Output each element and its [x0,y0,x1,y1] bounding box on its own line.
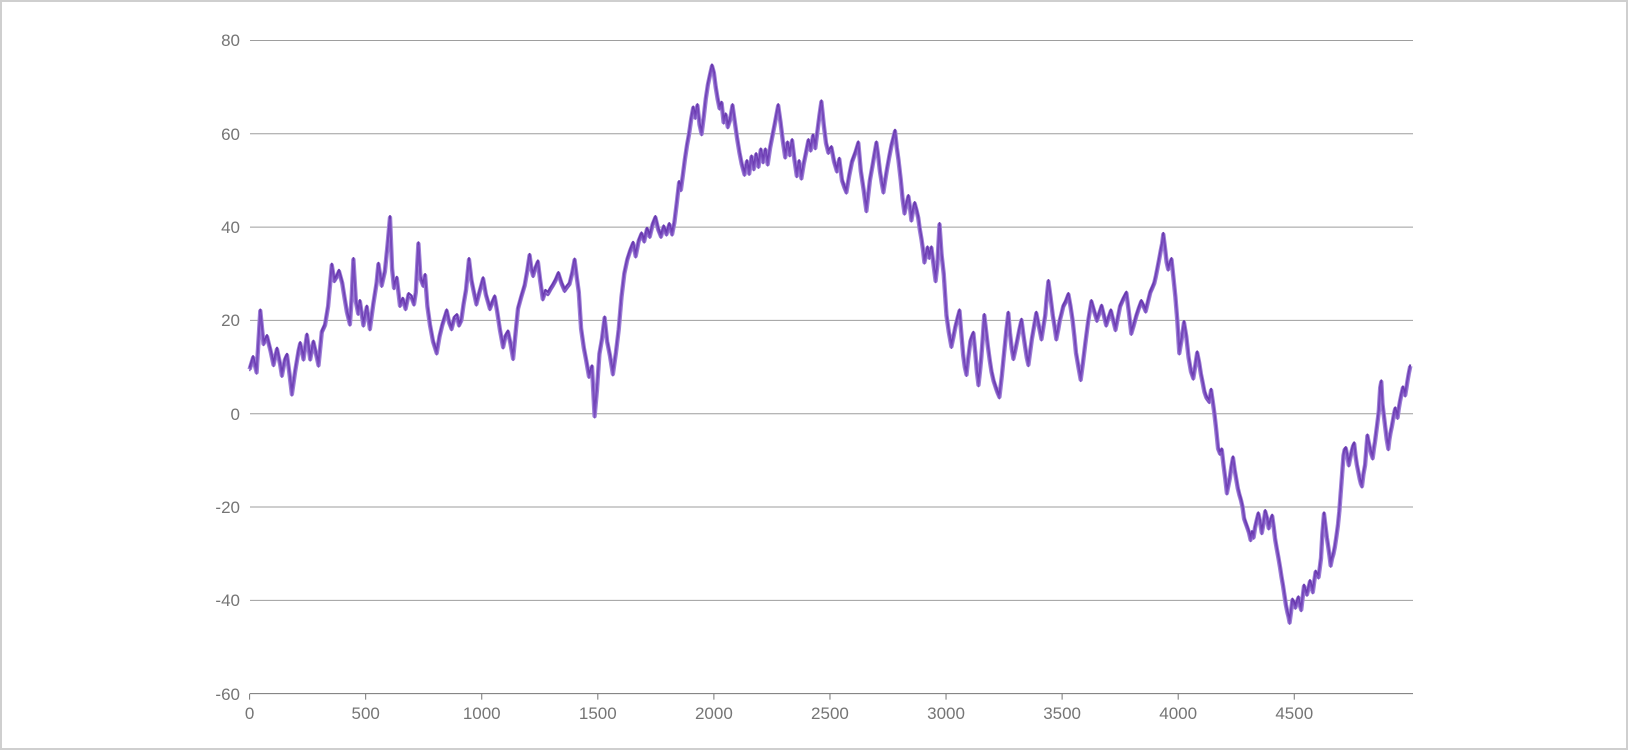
x-axis-tick-label: 500 [351,703,380,723]
y-axis-tick-label: -20 [215,498,240,517]
series-line-upper [248,63,1412,622]
series-line-lower [248,67,1412,625]
x-axis-tick-label: 3500 [1043,703,1082,723]
y-axis-tick-label: 0 [230,404,240,424]
x-axis-tick-label: 2000 [694,703,733,723]
y-axis-tick-label: 20 [221,311,240,331]
x-axis-tick-label: 3000 [927,703,965,723]
y-axis-tick-label: -60 [215,684,240,704]
y-axis-tick-label: 60 [221,124,240,144]
y-axis-tick-label: -40 [215,591,240,611]
x-axis-tick-label: 4500 [1275,703,1314,723]
x-axis-tick-label: 2500 [811,703,849,723]
x-axis-tick-label: 4000 [1159,703,1198,723]
y-axis-tick-label: 80 [221,31,240,51]
x-axis-tick-label: 0 [244,703,255,723]
x-axis-tick-label: 1500 [578,703,617,723]
y-axis-tick-label: 40 [221,218,240,238]
x-axis-tick-label: 1000 [462,703,501,723]
